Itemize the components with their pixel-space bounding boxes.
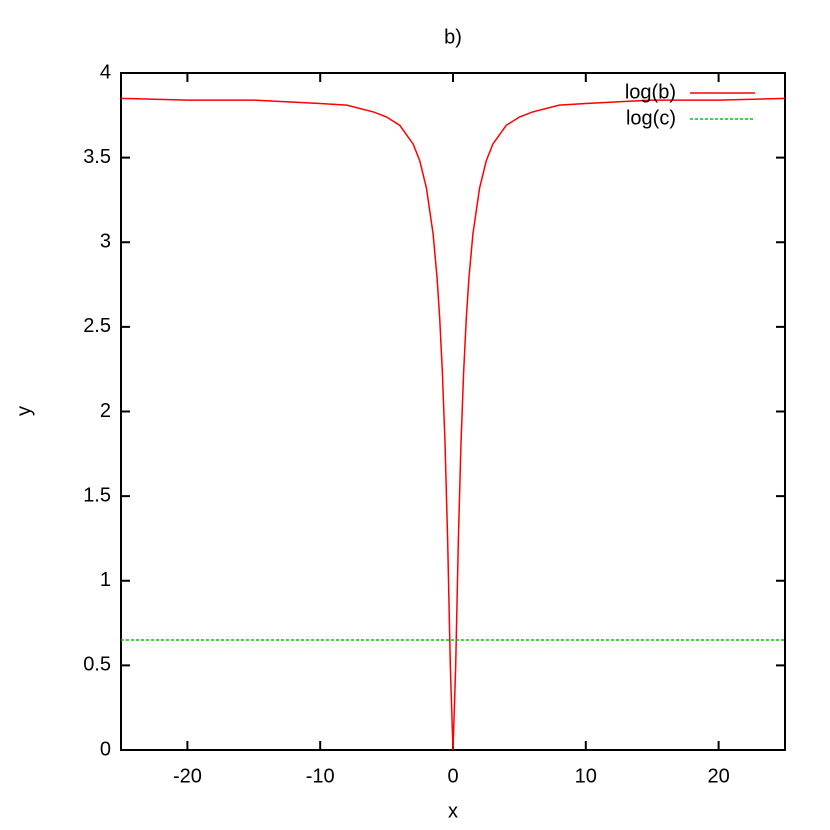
y-tick-label: 3: [100, 231, 111, 253]
y-tick-label: 4: [100, 61, 111, 83]
line-series: [120, 97, 786, 751]
y-tick-label: 0: [100, 738, 111, 760]
x-tick-label: 20: [707, 765, 729, 787]
legend-label: log(b): [625, 81, 676, 103]
y-axis-label: y: [13, 406, 35, 416]
x-tick-label: -20: [173, 765, 202, 787]
y-tick-label: 2.5: [83, 315, 111, 337]
y-tick-label: 0.5: [83, 654, 111, 676]
x-tick-label: -10: [306, 765, 335, 787]
x-axis-label: x: [448, 800, 458, 822]
y-tick-label: 1.5: [83, 484, 111, 506]
y-tick-label: 3.5: [83, 146, 111, 168]
x-tick-label: 10: [575, 765, 597, 787]
chart-title: b): [444, 26, 462, 48]
x-tick-label: 0: [447, 765, 458, 787]
plot-frame: [120, 72, 786, 751]
y-tick-label: 1: [100, 569, 111, 591]
y-tick-label: 2: [100, 400, 111, 422]
legend-label: log(c): [626, 107, 676, 129]
